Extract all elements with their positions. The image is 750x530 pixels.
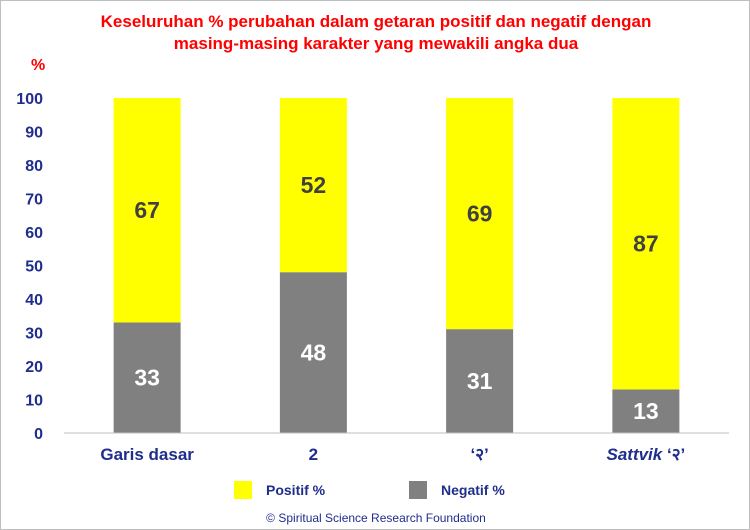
y-tick-label: 100: [16, 91, 43, 108]
data-label-negative: 13: [633, 398, 659, 424]
legend-label-positive: Positif %: [266, 482, 326, 498]
chart-title: Keseluruhan % perubahan dalam getaran po…: [1, 11, 750, 55]
bar-segment-positive: [612, 98, 680, 390]
y-tick-label: 0: [34, 426, 43, 443]
bar-segment-positive: [446, 98, 514, 330]
chart-title-line-1: Keseluruhan % perubahan dalam getaran po…: [100, 12, 652, 31]
legend-swatch-positive: [234, 481, 252, 499]
y-tick-label: 60: [25, 225, 43, 242]
legend-item-negative: Negatif %: [409, 481, 505, 499]
data-label-positive: 67: [134, 197, 160, 223]
y-tick-label: 20: [25, 359, 43, 376]
data-label-positive: 87: [633, 231, 659, 257]
x-tick-label: ‘२’: [470, 445, 488, 464]
y-tick-label: 10: [25, 393, 43, 410]
y-tick-label: 90: [25, 125, 43, 142]
bar-segment-negative: [113, 322, 181, 433]
data-label-negative: 33: [134, 365, 160, 391]
legend: Positif % Negatif %: [1, 481, 750, 501]
bar-segment-negative: [279, 272, 347, 433]
y-tick-label: 50: [25, 259, 43, 276]
y-tick-label: 30: [25, 326, 43, 343]
x-tick-label: Sattvik ‘२’: [606, 445, 685, 464]
stacked-bar-chart: 0 10 20 30 40 50 60 70 80 90 100 33 67 Garis dasar 48 5…: [16, 91, 729, 464]
y-tick-label: 80: [25, 158, 43, 175]
y-axis-unit-label: %: [31, 57, 46, 74]
data-label-positive: 69: [467, 201, 493, 227]
y-tick-label: 40: [25, 292, 43, 309]
legend-label-negative: Negatif %: [441, 482, 505, 498]
bar-segment-negative: [612, 389, 680, 433]
x-tick-label: 2: [309, 445, 318, 464]
copyright-notice: © Spiritual Science Research Foundation: [266, 511, 486, 525]
data-label-negative: 31: [467, 368, 493, 394]
bar-segment-positive: [113, 98, 181, 323]
legend-swatch-negative: [409, 481, 427, 499]
bar-segment-negative: [446, 329, 514, 433]
y-tick-label: 70: [25, 192, 43, 209]
data-label-positive: 52: [301, 172, 327, 198]
x-tick-label: Garis dasar: [100, 445, 194, 464]
legend-item-positive: Positif %: [234, 481, 325, 499]
data-label-negative: 48: [301, 340, 327, 366]
chart-title-line-2: masing-masing karakter yang mewakili ang…: [173, 34, 579, 53]
bar-segment-positive: [279, 98, 347, 273]
